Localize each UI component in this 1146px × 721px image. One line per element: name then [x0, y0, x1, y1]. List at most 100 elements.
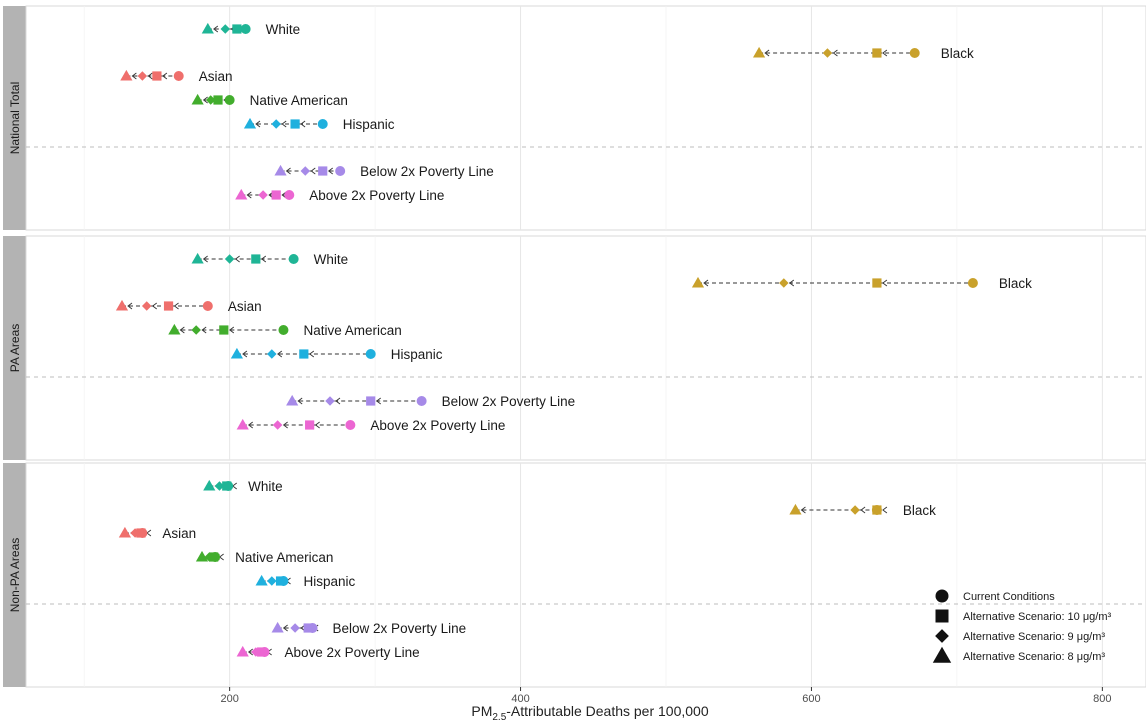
point-scenario-10: [305, 420, 315, 430]
row-arrowhead: [179, 326, 185, 334]
row-arrowhead: [261, 255, 267, 263]
row-arrowhead: [309, 350, 315, 358]
panel-strip: [3, 463, 26, 687]
point-scenario-9: [137, 71, 148, 81]
point-scenario-8: [120, 69, 133, 81]
row-arrowhead: [202, 255, 208, 263]
row-label: White: [266, 22, 301, 37]
row-above-2x-poverty-line: Above 2x Poverty Line: [236, 418, 505, 433]
point-scenario-8: [286, 394, 299, 406]
point-scenario-9: [267, 349, 277, 359]
row-hispanic: Hispanic: [255, 574, 355, 589]
point-current: [967, 278, 978, 288]
row-label: Black: [903, 503, 936, 518]
point-scenario-9: [224, 254, 235, 264]
point-scenario-10: [219, 325, 229, 335]
row-label: White: [314, 252, 349, 267]
point-current: [284, 190, 295, 200]
point-scenario-9: [220, 24, 231, 34]
x-axis-title-sub: 2.5: [492, 712, 506, 721]
point-scenario-10: [251, 254, 261, 264]
legend-label: Alternative Scenario: 9 μg/m³: [963, 631, 1105, 643]
row-arrowhead: [882, 279, 888, 287]
point-current: [202, 301, 213, 311]
point-scenario-10: [872, 48, 882, 58]
row-arrowhead: [247, 421, 253, 429]
row-arrowhead: [213, 25, 219, 33]
row-arrowhead: [246, 191, 252, 199]
point-scenario-9: [258, 190, 268, 200]
point-scenario-8: [191, 252, 204, 264]
point-scenario-10: [872, 278, 882, 288]
row-label: Below 2x Poverty Line: [333, 621, 467, 636]
row-label: Native American: [250, 93, 348, 108]
legend-label: Alternative Scenario: 8 μg/m³: [963, 651, 1105, 663]
row-asian: Asian: [118, 526, 196, 541]
row-native-american: Native American: [191, 93, 348, 108]
point-scenario-8: [230, 347, 244, 359]
point-scenario-8: [195, 550, 209, 562]
point-scenario-8: [274, 164, 287, 176]
point-scenario-9: [272, 420, 283, 430]
point-scenario-8: [191, 93, 204, 105]
point-scenario-10: [271, 190, 281, 200]
row-label: Below 2x Poverty Line: [360, 164, 494, 179]
point-scenario-10: [232, 24, 242, 34]
row-below-2x-poverty-line: Below 2x Poverty Line: [274, 164, 494, 179]
row-label: Black: [941, 46, 974, 61]
point-scenario-9: [850, 505, 860, 515]
point-scenario-8: [201, 22, 214, 34]
point-scenario-8: [236, 418, 249, 430]
x-tick-label: 800: [1093, 693, 1111, 705]
legend-key-triangle: [932, 646, 952, 663]
point-scenario-10: [303, 623, 313, 633]
legend-key-square: [935, 609, 949, 623]
point-current: [365, 349, 376, 359]
point-current: [173, 71, 184, 81]
row-below-2x-poverty-line: Below 2x Poverty Line: [286, 394, 575, 409]
row-white: White: [203, 479, 283, 494]
row-label: Hispanic: [391, 347, 443, 362]
point-scenario-9: [214, 481, 225, 491]
row-arrowhead: [151, 302, 157, 310]
panel-background: [25, 235, 1146, 461]
row-arrowhead: [162, 72, 168, 80]
row-above-2x-poverty-line: Above 2x Poverty Line: [236, 645, 420, 660]
point-current: [278, 325, 289, 335]
row-arrowhead: [202, 96, 208, 104]
point-scenario-9: [130, 528, 140, 538]
row-arrowhead: [800, 506, 806, 514]
point-scenario-10: [152, 71, 162, 81]
legend: Current Conditions Alternative Scenario: …: [932, 589, 1112, 663]
point-current: [335, 166, 346, 176]
point-scenario-10: [136, 528, 146, 538]
point-scenario-10: [213, 95, 223, 105]
point-scenario-9: [300, 166, 311, 176]
point-scenario-10: [222, 481, 232, 491]
row-hispanic: Hispanic: [230, 347, 443, 362]
legend-key-circle: [935, 589, 949, 603]
row-arrowhead: [131, 72, 137, 80]
row-black: Black: [752, 46, 974, 61]
row-arrowhead: [297, 397, 303, 405]
point-scenario-8: [168, 323, 181, 335]
row-arrowhead: [882, 49, 888, 57]
row-below-2x-poverty-line: Below 2x Poverty Line: [271, 621, 467, 636]
row-arrowhead: [234, 255, 240, 263]
facet-panels: National Total White Black Asian Native Amer…: [3, 5, 1146, 688]
row-asian: Asian: [120, 69, 233, 84]
row-arrowhead: [310, 167, 316, 175]
point-scenario-9: [822, 48, 833, 58]
row-native-american: Native American: [195, 550, 333, 565]
row-hispanic: Hispanic: [243, 117, 395, 132]
panel-background: [25, 462, 1146, 688]
point-scenario-9: [325, 396, 335, 406]
point-scenario-9: [271, 119, 281, 129]
point-scenario-8: [691, 276, 705, 288]
point-current: [416, 396, 427, 406]
row-arrowhead: [281, 120, 287, 128]
panel-national-total: National Total White Black Asian Native Amer…: [3, 5, 1146, 231]
point-scenario-9: [779, 278, 789, 288]
row-white: White: [201, 22, 301, 37]
